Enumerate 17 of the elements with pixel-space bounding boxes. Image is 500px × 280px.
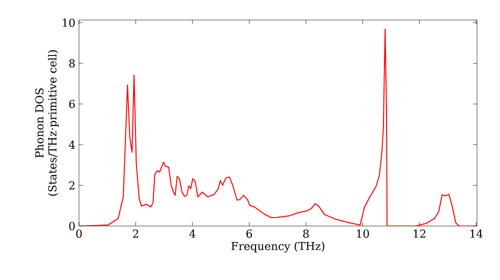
y-tick-label: 6 (69, 100, 75, 108)
x-tick-label: 12 (414, 230, 426, 238)
line-series (79, 28, 478, 226)
y-tick-label: 4 (68, 140, 75, 149)
y-axis-title: Phonon DOS (States/THz·primitive cell) (35, 50, 59, 196)
x-tick-label: 8 (303, 230, 309, 238)
y-tick-label: 8 (69, 59, 75, 68)
x-axis-title: Frequency (THz) (231, 242, 324, 252)
x-tick-label: 6 (246, 230, 252, 238)
y-tick-label: 10 (62, 18, 75, 27)
x-tick-label: 4 (189, 230, 196, 238)
x-tick-label: 14 (470, 230, 483, 238)
x-tick-label: 2 (132, 230, 138, 238)
y-tick-label: 2 (69, 181, 74, 190)
x-tick-label: 0 (76, 230, 82, 238)
x-tick-label: 10 (357, 230, 369, 238)
y-tick-label: 0 (69, 222, 75, 230)
